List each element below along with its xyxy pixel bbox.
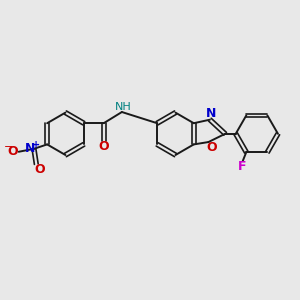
Text: N: N xyxy=(25,142,35,155)
Text: O: O xyxy=(34,163,45,176)
Text: O: O xyxy=(207,141,217,154)
Text: NH: NH xyxy=(115,102,132,112)
Text: N: N xyxy=(206,107,216,120)
Text: F: F xyxy=(238,160,246,173)
Text: O: O xyxy=(98,140,109,153)
Text: O: O xyxy=(8,145,18,158)
Text: −: − xyxy=(4,142,13,152)
Text: +: + xyxy=(32,140,41,150)
